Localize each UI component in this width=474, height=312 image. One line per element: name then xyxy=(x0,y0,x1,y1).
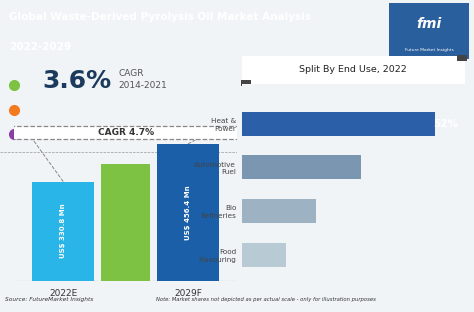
Bar xyxy=(241,80,251,86)
FancyBboxPatch shape xyxy=(21,30,474,111)
Text: CAGR 4.7%: CAGR 4.7% xyxy=(98,128,154,137)
Text: 2022-2029: 2022-2029 xyxy=(9,42,72,52)
FancyBboxPatch shape xyxy=(389,3,469,59)
Bar xyxy=(242,243,286,266)
Bar xyxy=(242,199,316,223)
Text: fmi: fmi xyxy=(416,17,442,31)
Text: 2022E: 2022E xyxy=(49,289,77,298)
Text: 52%: 52% xyxy=(433,119,458,129)
Text: Split By End Use, 2022: Split By End Use, 2022 xyxy=(299,65,407,74)
Text: US$ 330.8 Mn: US$ 330.8 Mn xyxy=(60,204,66,259)
Bar xyxy=(242,155,361,179)
Text: Global Waste-Derived Pyrolysis Oil Market Analysis: Global Waste-Derived Pyrolysis Oil Marke… xyxy=(9,12,311,22)
Text: Future Market Insights: Future Market Insights xyxy=(405,48,453,52)
Bar xyxy=(457,55,467,61)
Text: US$ 456.4 Mn: US$ 456.4 Mn xyxy=(185,185,191,240)
Text: Source: FutureMarket Insights: Source: FutureMarket Insights xyxy=(5,297,93,302)
Text: 2029F: 2029F xyxy=(174,289,202,298)
FancyBboxPatch shape xyxy=(0,126,474,139)
Text: Note: Market shares not depicted as per actual scale - only for illustration pur: Note: Market shares not depicted as per … xyxy=(156,297,376,302)
Bar xyxy=(101,164,150,281)
Text: CAGR
2014-2021: CAGR 2014-2021 xyxy=(118,69,167,90)
Text: 3.6%: 3.6% xyxy=(43,69,112,93)
Bar xyxy=(32,182,94,281)
Bar xyxy=(157,144,219,281)
Bar xyxy=(242,112,435,135)
